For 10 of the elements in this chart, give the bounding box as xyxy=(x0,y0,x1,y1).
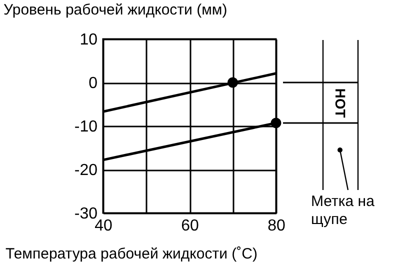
y-tick-label: 0 xyxy=(88,75,98,92)
y-tick-label: -10 xyxy=(74,118,98,136)
y-tick-label: -20 xyxy=(74,162,98,179)
y-tick-label: 10 xyxy=(80,32,98,48)
text: HOT xyxy=(332,86,350,120)
x-tick-label: 80 xyxy=(268,218,286,234)
x-axis-title: Температура рабочей жидкости (˚C) xyxy=(6,246,258,262)
x-tick-label: 60 xyxy=(181,218,199,234)
y-axis-title: Уровень рабочей жидкости (мм) xyxy=(4,2,228,18)
text: Метка на щупе xyxy=(311,193,376,229)
